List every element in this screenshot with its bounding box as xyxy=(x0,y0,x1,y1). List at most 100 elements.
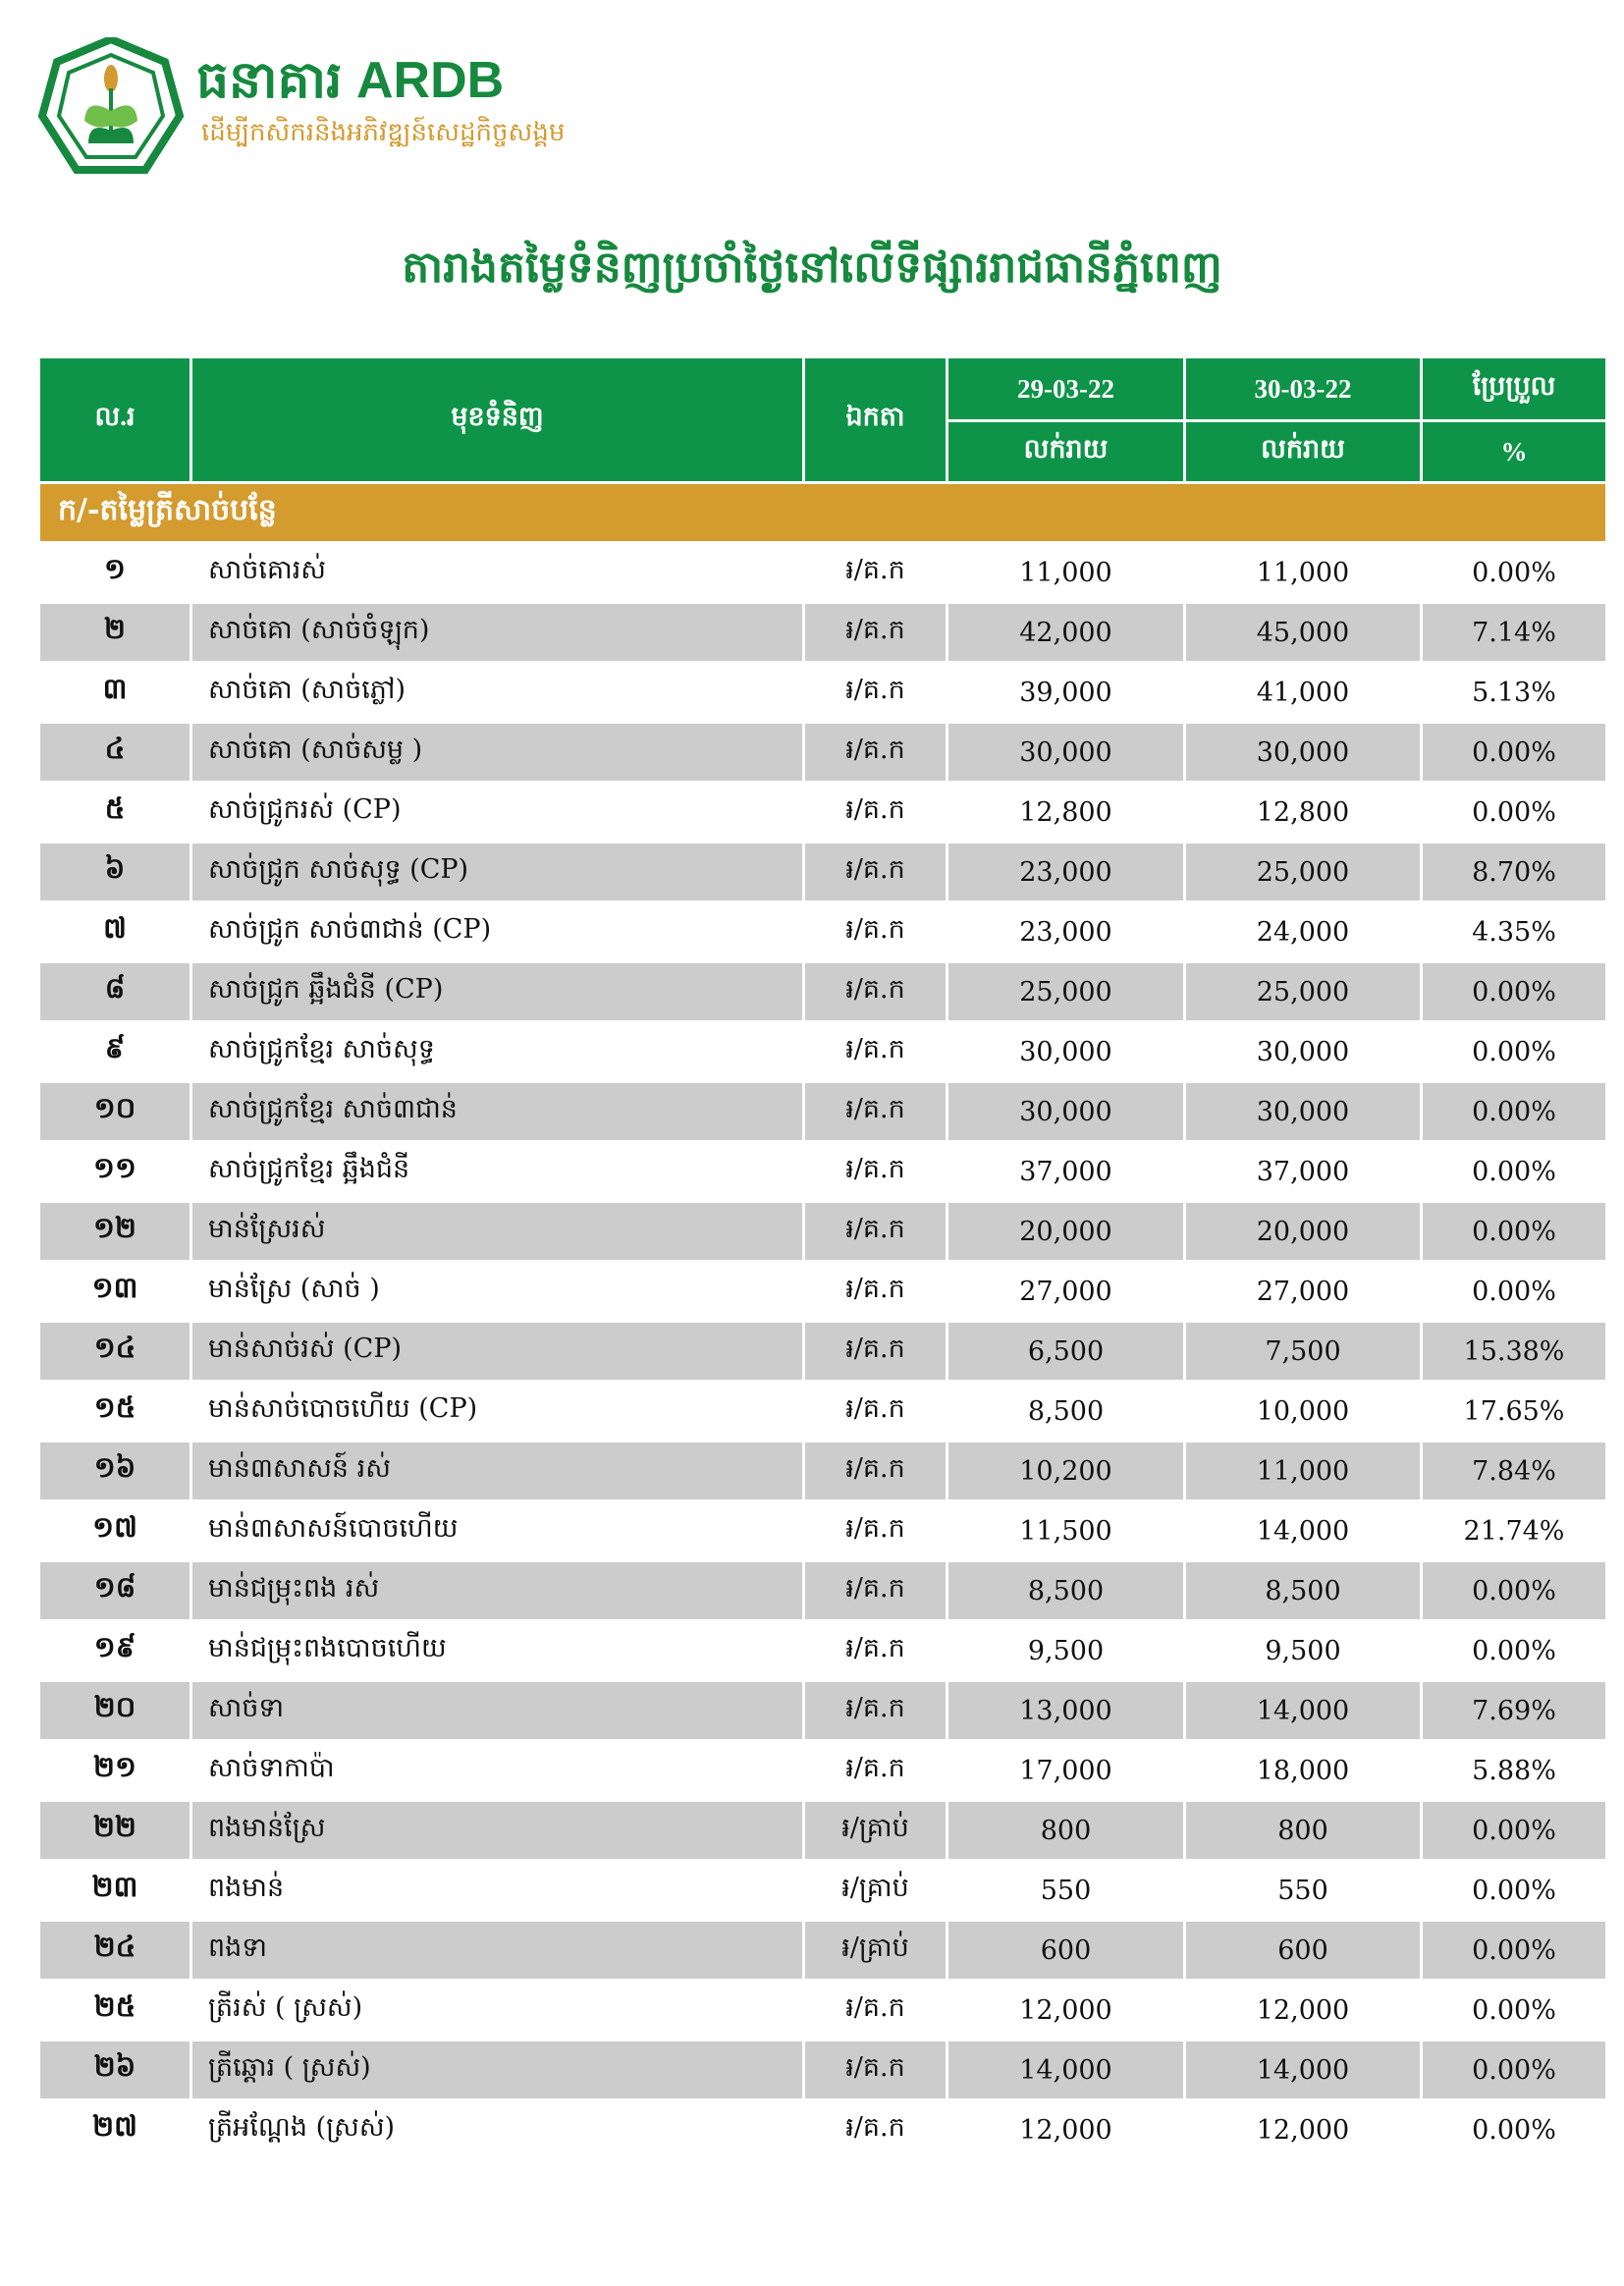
table-row: ១០ សាច់ជ្រូកខ្មែរ សាច់៣ជាន់ ៛/គ.ក 30,000 30,… xyxy=(37,1080,1608,1143)
price-date1: 27,000 xyxy=(946,1260,1186,1323)
price-change: 21.74% xyxy=(1420,1499,1608,1562)
price-change: 0.00% xyxy=(1420,721,1608,784)
table-row: ៨សាច់ជ្រូក ឆ្អឹងជំនី (CP) ៛/គ.ក 25,000 25,0… xyxy=(37,960,1608,1023)
table-row: ១៣ មាន់ស្រែ (សាច់ ) ៛/គ.ក 27,000 27,000 0.00% xyxy=(37,1260,1608,1323)
price-change: 0.00% xyxy=(1420,1619,1608,1682)
price-date1: 37,000 xyxy=(946,1140,1186,1203)
item-name: សាច់ទា xyxy=(189,1679,805,1742)
price-change: 8.70% xyxy=(1420,841,1608,903)
row-number: ១៩ xyxy=(37,1619,192,1682)
header-date2: 30-03-22 xyxy=(1183,355,1423,422)
row-number: ២៤ xyxy=(37,1919,192,1982)
row-number: ៣ xyxy=(37,661,192,724)
table-row: ៦សាច់ជ្រូក សាច់សុទ្ធ (CP) ៛/គ.ក 23,000 25,0… xyxy=(37,841,1608,903)
table-row: ១សាច់គោរស់ ៛/គ.ក 11,000 11,000 0.00% xyxy=(37,541,1608,604)
item-name: មាន់សាច់រស់ (CP) xyxy=(189,1320,805,1383)
price-date1: 30,000 xyxy=(946,721,1186,784)
row-number: ៧ xyxy=(37,900,192,963)
bank-name: ធនាគារ ARDB xyxy=(196,52,505,109)
table-row: ២៤ ពងទា ៛/គ្រាប់ 600 600 0.00% xyxy=(37,1919,1608,1982)
price-date1: 6,500 xyxy=(946,1320,1186,1383)
item-name: ពងមាន់ស្រែ xyxy=(189,1799,805,1862)
section-header: ក/-តម្លៃត្រីសាច់បន្លែ xyxy=(37,481,1608,544)
table-row: ២៧ ត្រីអណ្តែង (ស្រស់) ៛/គ.ក 12,000 12,000 0.0… xyxy=(37,2098,1608,2161)
row-number: ១៥ xyxy=(37,1380,192,1442)
item-name: ពងទា xyxy=(189,1919,805,1982)
item-name: សាច់គោ (សាច់សម្ល ) xyxy=(189,721,805,784)
item-unit: ៛/គ្រាប់ xyxy=(802,1859,948,1922)
item-unit: ៛/គ.ក xyxy=(802,541,948,604)
header-date1: 29-03-22 xyxy=(946,355,1186,422)
table-row: ២១ សាច់ទាកាប៉ា ៛/គ.ក 17,000 18,000 5.88% xyxy=(37,1739,1608,1802)
bank-tagline: ដើម្បីកសិករនិងអភិវឌ្ឍន៍សេដ្ឋកិច្ចសង្គម xyxy=(201,117,566,146)
price-change: 0.00% xyxy=(1420,1559,1608,1622)
price-date2: 12,800 xyxy=(1183,781,1423,844)
ardb-logo xyxy=(37,37,185,174)
price-date2: 24,000 xyxy=(1183,900,1423,963)
item-name: មាន់ស្រែរស់ xyxy=(189,1200,805,1263)
price-date2: 27,000 xyxy=(1183,1260,1423,1323)
price-date1: 23,000 xyxy=(946,900,1186,963)
table-row: ១២ មាន់ស្រែរស់ ៛/គ.ក 20,000 20,000 0.00% xyxy=(37,1200,1608,1263)
price-date2: 12,000 xyxy=(1183,1979,1423,2041)
item-unit: ៛/គ.ក xyxy=(802,900,948,963)
price-date2: 30,000 xyxy=(1183,1080,1423,1143)
header-change: ប្រែប្រួល xyxy=(1420,355,1608,422)
row-number: ១១ xyxy=(37,1140,192,1203)
price-change: 0.00% xyxy=(1420,1260,1608,1323)
row-number: ១៣ xyxy=(37,1260,192,1323)
item-name: សាច់ជ្រូកខ្មែរ សាច់សុទ្ធ xyxy=(189,1020,805,1083)
row-number: ៨ xyxy=(37,960,192,1023)
price-change: 0.00% xyxy=(1420,960,1608,1023)
row-number: ៤ xyxy=(37,721,192,784)
price-date1: 30,000 xyxy=(946,1020,1186,1083)
price-change: 0.00% xyxy=(1420,541,1608,604)
table-row: ២សាច់គោ (សាច់ចំឡុក) ៛/គ.ក 42,000 45,000 7.14… xyxy=(37,601,1608,664)
item-name: សាច់ជ្រូក សាច់៣ជាន់ (CP) xyxy=(189,900,805,963)
price-date1: 13,000 xyxy=(946,1679,1186,1742)
price-date1: 17,000 xyxy=(946,1739,1186,1802)
item-unit: ៛/គ.ក xyxy=(802,1979,948,2041)
item-unit: ៛/គ្រាប់ xyxy=(802,1799,948,1862)
item-unit: ៛/គ.ក xyxy=(802,661,948,724)
price-date1: 10,200 xyxy=(946,1440,1186,1502)
table-row: ១៨ មាន់ជម្រុះពង រស់ ៛/គ.ក 8,500 8,500 0.00% xyxy=(37,1559,1608,1622)
table-row: ១៩ មាន់ជម្រុះពងបោចហើយ ៛/គ.ក 9,500 9,500 0.00% xyxy=(37,1619,1608,1682)
price-date1: 25,000 xyxy=(946,960,1186,1023)
price-date1: 12,000 xyxy=(946,1979,1186,2041)
price-change: 15.38% xyxy=(1420,1320,1608,1383)
item-name: សាច់ទាកាប៉ា xyxy=(189,1739,805,1802)
price-date2: 37,000 xyxy=(1183,1140,1423,1203)
item-name: សាច់ជ្រូក សាច់សុទ្ធ (CP) xyxy=(189,841,805,903)
price-date1: 8,500 xyxy=(946,1380,1186,1442)
item-unit: ៛/គ.ក xyxy=(802,1260,948,1323)
item-name: សាច់ជ្រូកខ្មែរ ឆ្អឹងជំនី xyxy=(189,1140,805,1203)
item-name: មាន់ជម្រុះពង រស់ xyxy=(189,1559,805,1622)
item-unit: ៛/គ.ក xyxy=(802,960,948,1023)
item-unit: ៛/គ.ក xyxy=(802,1380,948,1442)
price-table: ល.រ មុខទំនិញ ឯកតា 29-03-22 30-03-22 ប្រែ… xyxy=(37,355,1608,2161)
price-change: 0.00% xyxy=(1420,1080,1608,1143)
row-number: ១០ xyxy=(37,1080,192,1143)
price-date1: 23,000 xyxy=(946,841,1186,903)
price-date2: 11,000 xyxy=(1183,1440,1423,1502)
price-change: 4.35% xyxy=(1420,900,1608,963)
price-date2: 9,500 xyxy=(1183,1619,1423,1682)
table-row: ៤សាច់គោ (សាច់សម្ល ) ៛/គ.ក 30,000 30,000 0.00… xyxy=(37,721,1608,784)
header-item: មុខទំនិញ xyxy=(189,355,805,484)
price-change: 0.00% xyxy=(1420,1979,1608,2041)
price-date1: 550 xyxy=(946,1859,1186,1922)
price-date1: 39,000 xyxy=(946,661,1186,724)
price-date2: 14,000 xyxy=(1183,1499,1423,1562)
price-date1: 12,800 xyxy=(946,781,1186,844)
price-date2: 25,000 xyxy=(1183,841,1423,903)
item-name: សាច់គោ (សាច់ភ្លៅ) xyxy=(189,661,805,724)
price-date2: 18,000 xyxy=(1183,1739,1423,1802)
price-date2: 20,000 xyxy=(1183,1200,1423,1263)
price-date2: 11,000 xyxy=(1183,541,1423,604)
price-date2: 45,000 xyxy=(1183,601,1423,664)
row-number: ២៦ xyxy=(37,2039,192,2101)
item-unit: ៛/គ.ក xyxy=(802,841,948,903)
item-unit: ៛/គ.ក xyxy=(802,1440,948,1502)
item-unit: ៛/គ.ក xyxy=(802,601,948,664)
